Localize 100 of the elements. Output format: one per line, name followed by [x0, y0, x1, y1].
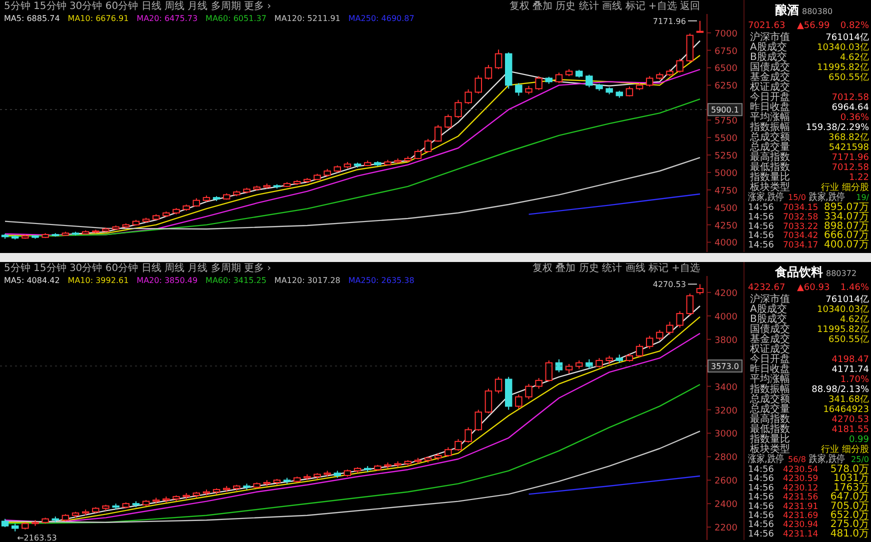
text: 880372 — [826, 269, 857, 278]
text: 666.07万 — [824, 230, 869, 242]
candlestick — [696, 284, 704, 296]
ref-line-label: 5900.1 — [711, 106, 739, 115]
category-label: 14:56 — [748, 483, 774, 494]
text: 5分钟 15分钟 30分钟 60分钟 日线 周线 月线 多周期 更多 › — [4, 0, 272, 12]
text: 7021.63 — [748, 21, 786, 31]
text: 4232.67 — [748, 283, 786, 293]
text: 7032.58 — [783, 212, 818, 222]
candlestick — [636, 344, 644, 358]
text: ▲56.99 — [797, 21, 830, 31]
category-label: 今日开盘 — [750, 91, 790, 103]
candlestick — [464, 426, 472, 444]
category-label: 14:56 — [748, 492, 774, 503]
category-label: 14:56 — [748, 511, 774, 521]
text: MA10: 6676.91 — [68, 14, 129, 23]
text: 1763万 — [834, 482, 869, 494]
text: 0.99 — [848, 435, 869, 445]
candlestick — [434, 124, 442, 142]
text: 368.82亿 — [828, 133, 869, 143]
text: 761014亿 — [826, 295, 869, 305]
text: 食品饮料 — [774, 265, 823, 279]
candlestick — [535, 76, 542, 91]
candlestick — [444, 446, 452, 458]
text: MA20: 3850.49 — [136, 276, 198, 285]
text: MA60: 6051.37 — [206, 14, 266, 23]
text: 7034.15 — [783, 203, 818, 213]
y-tick-label: 6750 — [714, 46, 738, 57]
text: 652.0万 — [830, 510, 869, 521]
text: 7171.96 — [832, 153, 869, 163]
text: 7012.58 — [832, 93, 869, 103]
candlestick — [535, 378, 542, 390]
text: 4.62亿 — [840, 315, 869, 325]
text: 跌家,跌停 — [809, 453, 852, 465]
category-label: 平均涨幅 — [750, 111, 790, 123]
category-label: 14:56 — [748, 222, 774, 232]
text: MA120: 5211.91 — [274, 14, 340, 23]
candlestick — [686, 293, 694, 316]
text: 11995.82亿 — [817, 325, 869, 335]
text: 0.36% — [840, 113, 869, 123]
category-label: 14:56 — [748, 212, 774, 222]
text: 10340.03亿 — [817, 43, 869, 53]
text: 酿酒 — [775, 3, 799, 17]
y-tick-label: 4500 — [714, 204, 738, 214]
text: 跌家,跌停 — [809, 191, 852, 203]
category-label: B股成交 — [750, 313, 787, 325]
category-label: 指数振幅 — [749, 383, 790, 395]
text: 10340.03亿 — [817, 305, 869, 315]
candlestick — [676, 310, 684, 328]
category-label: 14:56 — [748, 231, 774, 242]
text: 4230.54 — [783, 465, 818, 475]
candlestick — [596, 358, 603, 368]
category-label: 平均涨幅 — [750, 373, 790, 385]
text: 88.98/2.13% — [812, 385, 869, 395]
category-label: A股成交 — [750, 303, 787, 315]
candlestick — [646, 335, 654, 350]
text: 4171.74 — [832, 365, 869, 375]
candlestick — [444, 114, 452, 129]
text: MA5: 4084.42 — [4, 276, 60, 285]
y-tick-label: 4000 — [714, 238, 738, 249]
y-tick-label: 5000 — [714, 168, 738, 179]
text: 705.0万 — [830, 500, 869, 512]
candlestick — [676, 58, 684, 74]
candlestick — [656, 329, 664, 342]
category-label: 总成交额 — [749, 131, 790, 143]
category-label: 基金成交 — [750, 333, 790, 345]
category-label: 昨日收盘 — [750, 363, 790, 375]
text: 19/ — [856, 193, 870, 202]
category-label: 总成交额 — [749, 393, 790, 405]
text: 5421598 — [828, 143, 869, 153]
candlestick — [565, 364, 573, 374]
category-label: 指数量比 — [749, 433, 790, 445]
candlestick — [484, 388, 492, 414]
text: 334.07万 — [824, 211, 869, 222]
y-tick-label: 4250 — [714, 221, 738, 232]
ref-line-label: 3573.0 — [711, 362, 739, 371]
text: 6964.64 — [832, 103, 869, 113]
category-label: 14:56 — [748, 240, 774, 251]
category-label: 国债成交 — [750, 323, 790, 335]
text: 159.38/2.29% — [806, 123, 869, 133]
candlestick — [454, 438, 462, 452]
text: 578.0万 — [830, 464, 869, 475]
candlestick — [646, 76, 654, 88]
text: 5分钟 15分钟 30分钟 60分钟 日线 周线 月线 多周期 更多 › — [4, 262, 272, 274]
candlestick — [555, 72, 563, 84]
text: 复权 叠加 历史 统计 画线 标记 +自选 — [532, 262, 700, 274]
candlestick — [494, 376, 502, 394]
candlestick — [555, 358, 563, 373]
text: 25/0 — [851, 455, 869, 464]
text: 650.55亿 — [828, 335, 869, 345]
category-label: 14:56 — [748, 465, 774, 475]
candlestick — [525, 383, 532, 400]
text: 650.55亿 — [828, 73, 869, 83]
category-label: 板块类型 — [749, 443, 790, 455]
text: 7033.22 — [783, 222, 818, 232]
candlestick — [515, 394, 522, 410]
text: 481.0万 — [830, 528, 869, 540]
category-label: 国债成交 — [750, 61, 790, 73]
text: 880380 — [802, 7, 833, 16]
y-tick-label: 5750 — [714, 116, 738, 127]
